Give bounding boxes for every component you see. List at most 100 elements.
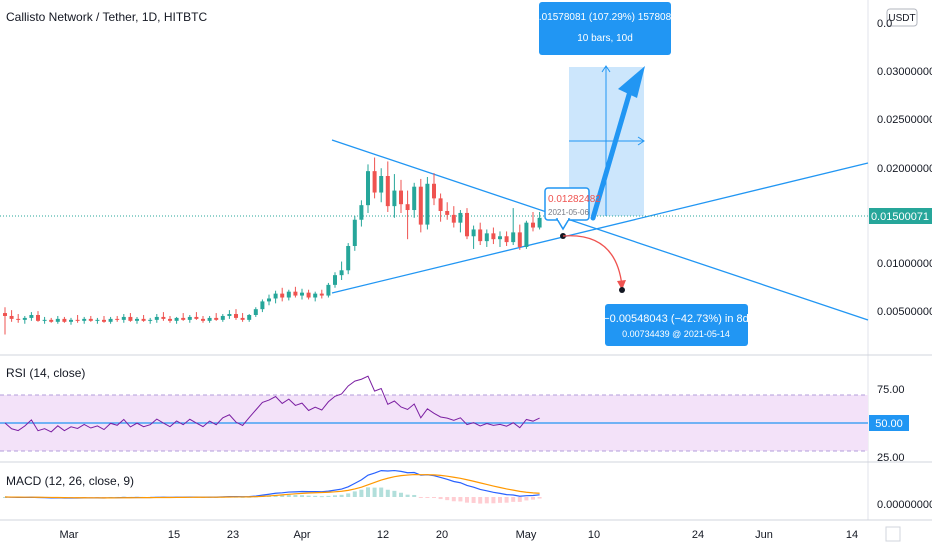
candle-body[interactable] (115, 318, 120, 320)
candle-body[interactable] (260, 301, 265, 310)
macd-histogram-bar (465, 497, 469, 503)
candle-body[interactable] (359, 205, 364, 220)
candle-body[interactable] (372, 171, 377, 193)
candle-body[interactable] (425, 183, 430, 225)
candle-body[interactable] (392, 190, 397, 207)
candle-body[interactable] (108, 318, 113, 322)
measure-box[interactable] (539, 2, 671, 55)
candle-body[interactable] (445, 210, 450, 215)
candle-body[interactable] (458, 212, 463, 223)
macd-tick-0: 0.00000000 (877, 499, 932, 511)
candle-body[interactable] (75, 319, 80, 321)
candle-body[interactable] (300, 292, 304, 296)
candle-body[interactable] (181, 317, 186, 320)
candle-body[interactable] (3, 313, 7, 316)
candle-body[interactable] (491, 233, 496, 240)
candle-body[interactable] (102, 319, 106, 322)
candle-body[interactable] (405, 204, 410, 211)
candle-body[interactable] (432, 183, 436, 199)
support-trendline[interactable] (331, 162, 869, 294)
candle-body[interactable] (379, 176, 384, 193)
candle-body[interactable] (187, 316, 192, 320)
candle-body[interactable] (174, 317, 179, 321)
candle-body[interactable] (280, 293, 285, 298)
candle-body[interactable] (478, 229, 483, 242)
macd-histogram-bar (293, 495, 298, 497)
candle-body[interactable] (498, 236, 502, 240)
candle-body[interactable] (207, 317, 212, 321)
candle-body[interactable] (154, 316, 159, 320)
candle-body[interactable] (366, 171, 370, 206)
currency-badge[interactable] (886, 8, 918, 27)
candle-body[interactable] (286, 291, 291, 298)
candle-body[interactable] (306, 292, 311, 298)
candle-body[interactable] (339, 270, 344, 276)
candle-body[interactable] (214, 317, 219, 320)
candle-body[interactable] (36, 315, 40, 321)
rsi-tick-75: 75.00 (877, 384, 905, 396)
candle-body[interactable] (234, 314, 238, 318)
candle-body[interactable] (148, 319, 153, 321)
current-price-label: 0.01500071 (871, 211, 929, 223)
candle-body[interactable] (438, 198, 443, 211)
candle-body[interactable] (253, 309, 258, 315)
candle-body[interactable] (273, 293, 278, 299)
candle-body[interactable] (69, 319, 73, 322)
candle-body[interactable] (524, 222, 529, 247)
candle-body[interactable] (517, 232, 522, 247)
candle-body[interactable] (22, 317, 27, 320)
candle-body[interactable] (16, 318, 21, 320)
candle-body[interactable] (465, 212, 469, 237)
candle-body[interactable] (484, 233, 489, 242)
candle-body[interactable] (333, 275, 337, 285)
candle-body[interactable] (537, 217, 542, 228)
candle-body[interactable] (385, 176, 390, 207)
resistance-trendline[interactable] (331, 139, 869, 321)
candle-body[interactable] (227, 314, 232, 316)
candle-body[interactable] (135, 318, 139, 321)
measure-box-line1: 0.01578081 (107.29%) 1578081 (533, 12, 677, 23)
candle-body[interactable] (418, 186, 423, 225)
candle-body[interactable] (267, 298, 271, 302)
candle-body[interactable] (471, 229, 476, 237)
candle-body[interactable] (9, 315, 14, 319)
candle-body[interactable] (29, 315, 34, 318)
candle-body[interactable] (128, 316, 133, 321)
candle-body[interactable] (399, 190, 403, 205)
candle-body[interactable] (412, 186, 417, 211)
candle-body[interactable] (313, 293, 318, 298)
drop-point[interactable] (619, 287, 625, 293)
candle-body[interactable] (451, 214, 456, 223)
candle-body[interactable] (168, 318, 172, 321)
candle-body[interactable] (49, 319, 54, 322)
candle-body[interactable] (201, 318, 205, 321)
signal-line[interactable] (4, 473, 540, 499)
candle-body[interactable] (326, 284, 331, 296)
macd-histogram-bar (306, 495, 311, 497)
chart-settings-square[interactable] (885, 526, 901, 542)
candle-body[interactable] (62, 318, 67, 322)
candle-body[interactable] (346, 245, 351, 271)
candle-body[interactable] (95, 319, 100, 321)
candle-body[interactable] (82, 318, 87, 321)
candle-body[interactable] (121, 316, 126, 320)
candle-body[interactable] (531, 222, 535, 228)
candle-body[interactable] (504, 236, 509, 243)
candle-body[interactable] (319, 293, 324, 296)
candle-body[interactable] (293, 291, 298, 296)
candle-body[interactable] (240, 317, 245, 320)
candle-body[interactable] (161, 316, 166, 319)
candle-body[interactable] (55, 318, 60, 322)
drop-box[interactable] (605, 304, 748, 346)
rsi-line[interactable] (4, 375, 540, 433)
candle-body[interactable] (247, 315, 252, 320)
candle-body[interactable] (42, 319, 47, 321)
candle-body[interactable] (352, 219, 357, 246)
candle-body[interactable] (220, 315, 225, 320)
candle-body[interactable] (141, 318, 146, 321)
candle-body[interactable] (194, 316, 199, 319)
macd-histogram-bar (484, 497, 489, 504)
candle-body[interactable] (88, 318, 93, 321)
candle-body[interactable] (511, 232, 516, 243)
